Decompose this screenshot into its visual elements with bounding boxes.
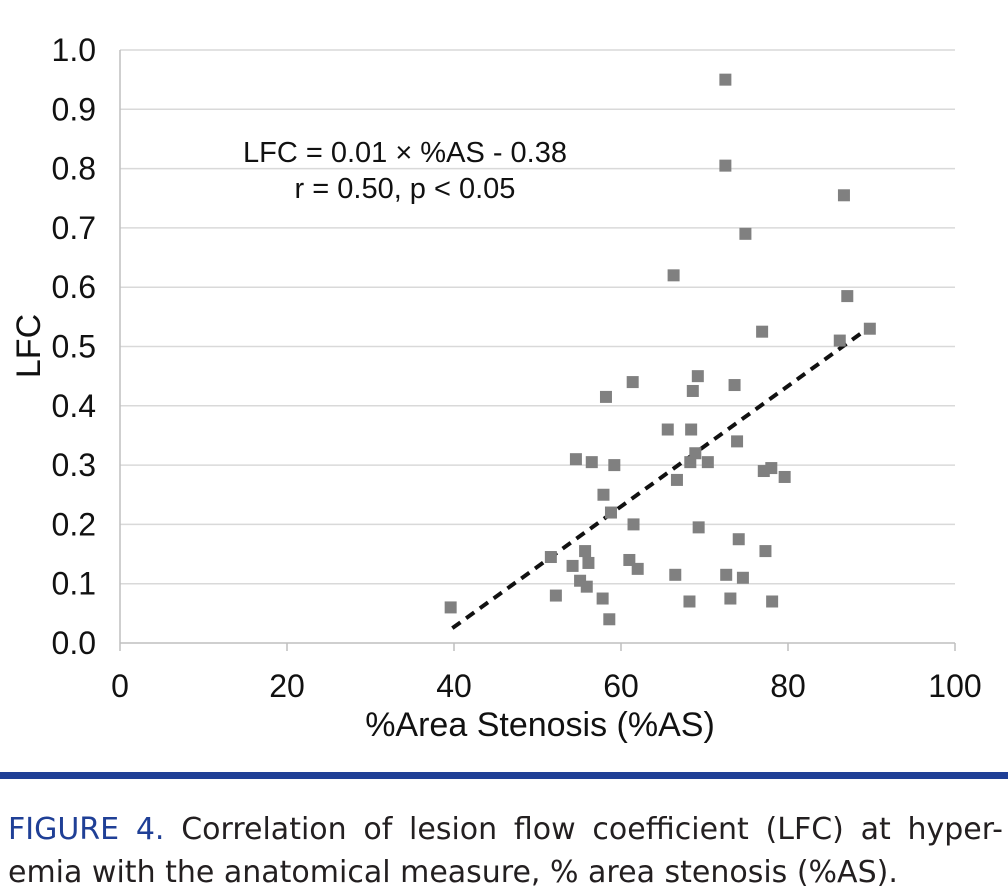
data-point bbox=[544, 551, 557, 564]
data-point bbox=[686, 384, 699, 397]
data-point bbox=[667, 269, 680, 282]
data-point bbox=[683, 595, 696, 608]
data-point bbox=[739, 227, 752, 240]
gridlines bbox=[120, 49, 955, 585]
data-point bbox=[833, 334, 846, 347]
regression-equation: LFC = 0.01 × %AS - 0.38 bbox=[243, 137, 567, 169]
x-tick-label: 100 bbox=[928, 668, 981, 704]
data-point bbox=[604, 506, 617, 519]
y-tick-label: 0.1 bbox=[52, 566, 96, 602]
data-point bbox=[670, 473, 683, 486]
data-point bbox=[689, 447, 702, 460]
y-tick-label: 0.3 bbox=[52, 447, 96, 483]
data-point bbox=[608, 459, 621, 472]
data-point bbox=[756, 325, 769, 338]
axes bbox=[119, 50, 956, 651]
trendline bbox=[451, 324, 873, 630]
data-point bbox=[728, 379, 741, 392]
y-tick-label: 0.6 bbox=[52, 269, 96, 305]
data-point bbox=[569, 453, 582, 466]
data-point bbox=[444, 601, 457, 614]
data-point bbox=[566, 559, 579, 572]
y-tick-label: 0.8 bbox=[52, 151, 96, 187]
data-point bbox=[691, 370, 704, 383]
data-point bbox=[720, 568, 733, 581]
data-point bbox=[719, 159, 732, 172]
trendline-group bbox=[451, 324, 873, 630]
y-tick-label: 0.0 bbox=[52, 625, 96, 661]
data-point bbox=[685, 423, 698, 436]
data-point bbox=[580, 580, 593, 593]
y-axis-title: LFC bbox=[10, 314, 48, 378]
data-point bbox=[766, 595, 779, 608]
x-tick-label: 40 bbox=[436, 668, 472, 704]
y-tick-label: 0.4 bbox=[52, 388, 96, 424]
data-point bbox=[597, 488, 610, 501]
data-point bbox=[582, 556, 595, 569]
data-point bbox=[724, 592, 737, 605]
data-points bbox=[444, 73, 876, 626]
data-point bbox=[731, 435, 744, 448]
figure-label: FIGURE 4. bbox=[8, 812, 165, 847]
data-point bbox=[627, 518, 640, 531]
data-point bbox=[631, 562, 644, 575]
data-point bbox=[626, 376, 639, 389]
x-tick-label: 80 bbox=[770, 668, 806, 704]
data-point bbox=[841, 290, 854, 303]
data-point bbox=[701, 456, 714, 469]
x-tick-label: 0 bbox=[111, 668, 129, 704]
data-point bbox=[603, 613, 616, 626]
data-point bbox=[585, 456, 598, 469]
data-point bbox=[837, 189, 850, 202]
y-tick-label: 0.5 bbox=[52, 329, 96, 365]
data-point bbox=[732, 533, 745, 546]
caption-divider bbox=[0, 772, 1008, 779]
data-point bbox=[599, 390, 612, 403]
data-point bbox=[579, 545, 592, 558]
data-point bbox=[719, 73, 732, 86]
data-point bbox=[692, 521, 705, 534]
caption-text: Correlation of lesion flow coefficient (… bbox=[8, 812, 1004, 890]
scatter-chart: 0.0 0.1 0.2 0.3 0.4 0.5 0.6 0.7 0.8 0.9 1.0 0 20 40 6… bbox=[10, 32, 982, 744]
data-point bbox=[736, 571, 749, 584]
y-tick-labels: 0.0 0.1 0.2 0.3 0.4 0.5 0.6 0.7 0.8 0.9 1.0 bbox=[52, 32, 96, 661]
data-point bbox=[661, 423, 674, 436]
data-point bbox=[778, 470, 791, 483]
x-tick-label: 60 bbox=[603, 668, 639, 704]
x-tick-label: 20 bbox=[269, 668, 305, 704]
data-point bbox=[669, 568, 682, 581]
y-tick-label: 0.7 bbox=[52, 210, 96, 246]
y-tick-label: 1.0 bbox=[52, 32, 96, 68]
data-point bbox=[549, 589, 562, 602]
data-point bbox=[765, 462, 778, 475]
data-point bbox=[863, 322, 876, 335]
data-point bbox=[596, 592, 609, 605]
y-tick-label: 0.2 bbox=[52, 506, 96, 542]
y-tick-label: 0.9 bbox=[52, 91, 96, 127]
x-tick-labels: 0 20 40 60 80 100 bbox=[111, 668, 982, 704]
data-point bbox=[759, 545, 772, 558]
correlation-stats: r = 0.50, p < 0.05 bbox=[295, 173, 516, 205]
x-axis-title: %Area Stenosis (%AS) bbox=[365, 706, 715, 744]
figure-caption: FIGURE 4. Correlation of lesion flow coe… bbox=[8, 808, 1003, 894]
